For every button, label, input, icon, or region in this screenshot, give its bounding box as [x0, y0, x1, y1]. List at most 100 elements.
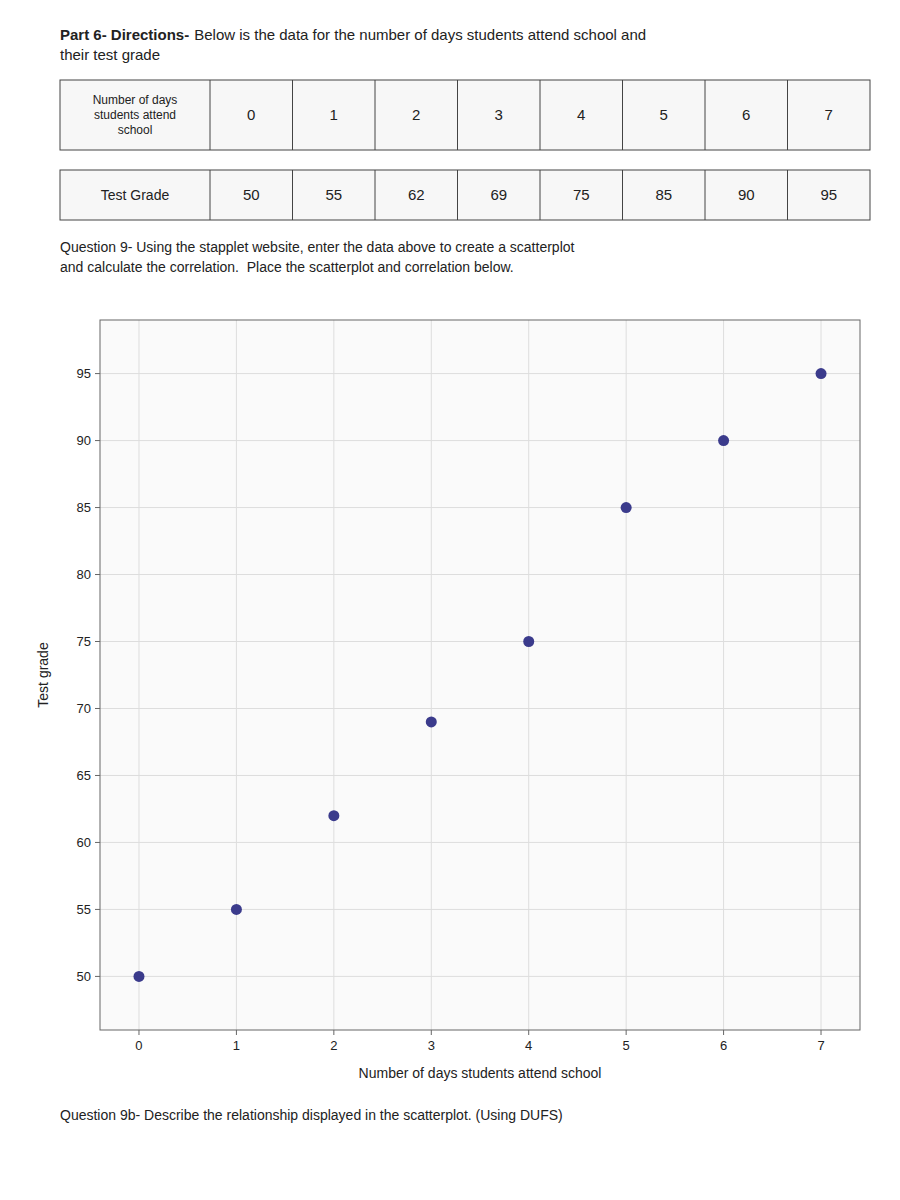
point [621, 502, 632, 513]
tick-label: 60 [77, 835, 91, 850]
points [133, 368, 826, 982]
tick-mark [626, 1030, 627, 1035]
table-divider [622, 80, 623, 150]
grid-line [100, 775, 860, 776]
point [426, 716, 437, 727]
table-value: 2 [412, 106, 420, 123]
text-line: Question 9- Using the stapplet website, … [60, 239, 575, 255]
tick-mark [95, 775, 100, 776]
table-divider [210, 170, 211, 220]
table-divider [540, 170, 541, 220]
point [328, 810, 339, 821]
table-value: 7 [825, 106, 833, 123]
grid-line [100, 507, 860, 508]
plot-background [100, 320, 860, 1030]
tick-label: 55 [77, 902, 91, 917]
text-line: their test grade [60, 46, 160, 63]
tick-mark [95, 373, 100, 374]
tick-label: 1 [233, 1038, 240, 1053]
grid-line [100, 909, 860, 910]
table-divider [457, 170, 458, 220]
point [718, 435, 729, 446]
table-value: 55 [325, 186, 342, 203]
tick-mark [95, 708, 100, 709]
grid-line [138, 320, 139, 1030]
grid-line [100, 842, 860, 843]
tick-mark [95, 976, 100, 977]
table-divider [787, 170, 788, 220]
grid-line [100, 373, 860, 374]
table-frame [60, 80, 870, 150]
tick-mark [528, 1030, 529, 1035]
table-value: 95 [820, 186, 837, 203]
table-divider [705, 80, 706, 150]
page: Part 6- Directions- Below is the data for… [0, 0, 900, 1200]
scatter-plot: 0123456750556065707580859095Number of da… [35, 320, 860, 1081]
grades-table: Test Grade5055626975859095 [60, 170, 870, 220]
tick-label: 50 [77, 969, 91, 984]
tick-label: 85 [77, 500, 91, 515]
table-value: 6 [742, 106, 750, 123]
table-divider [210, 80, 211, 150]
table-label: Test Grade [101, 187, 170, 203]
tick-label: 90 [77, 433, 91, 448]
grid-line [100, 641, 860, 642]
point [231, 904, 242, 915]
tick-label: 75 [77, 634, 91, 649]
tick-label: 65 [77, 768, 91, 783]
text-line: Test Grade [101, 187, 170, 203]
point [133, 971, 144, 982]
table-divider [705, 170, 706, 220]
table-value: 3 [495, 106, 503, 123]
grid-line [100, 976, 860, 977]
table-value: 62 [408, 186, 425, 203]
tick-label: 3 [428, 1038, 435, 1053]
tick-label: 70 [77, 701, 91, 716]
table-value: 0 [247, 106, 255, 123]
grid-line [431, 320, 432, 1030]
table-divider [375, 170, 376, 220]
table-divider [292, 80, 293, 150]
point [816, 368, 827, 379]
text-line: Below is the data for the number of days… [194, 26, 646, 43]
tick-mark [95, 574, 100, 575]
grid-line [236, 320, 237, 1030]
table-divider [622, 170, 623, 220]
tick-label: 2 [330, 1038, 337, 1053]
grid [100, 320, 860, 1030]
tick-mark [431, 1030, 432, 1035]
title: Part 6- Directions- [60, 26, 189, 43]
table-frame [60, 170, 870, 220]
grid-line [821, 320, 822, 1030]
grid-line [723, 320, 724, 1030]
table-value: 75 [573, 186, 590, 203]
tick-mark [723, 1030, 724, 1035]
tick-mark [95, 641, 100, 642]
grid-line [100, 440, 860, 441]
plot-frame [100, 320, 860, 1030]
axes: 0123456750556065707580859095 [77, 366, 825, 1053]
question-text: Question 9b- Describe the relationship d… [60, 1107, 563, 1123]
table-divider [457, 80, 458, 150]
table-value: 90 [738, 186, 755, 203]
grid-line [626, 320, 627, 1030]
table-value: 5 [660, 106, 668, 123]
x-axis-label: Number of days students attend school [359, 1065, 602, 1081]
text-line: Question 9b- Describe the relationship d… [60, 1107, 563, 1123]
tick-mark [95, 507, 100, 508]
days-table: Number of daysstudents attendschool01234… [60, 80, 870, 150]
subtitle: Below is the data for the number of days… [60, 26, 646, 63]
grid-line [333, 320, 334, 1030]
tick-label: 0 [135, 1038, 142, 1053]
grid-line [528, 320, 529, 1030]
table-value: 50 [243, 186, 260, 203]
tick-label: 95 [77, 366, 91, 381]
table-divider [540, 80, 541, 150]
table-value: 4 [577, 106, 585, 123]
tick-label: 5 [623, 1038, 630, 1053]
text-line: and calculate the correlation. Place the… [60, 259, 514, 275]
table-value: 1 [330, 106, 338, 123]
grid-line [100, 574, 860, 575]
tick-mark [138, 1030, 139, 1035]
point [523, 636, 534, 647]
